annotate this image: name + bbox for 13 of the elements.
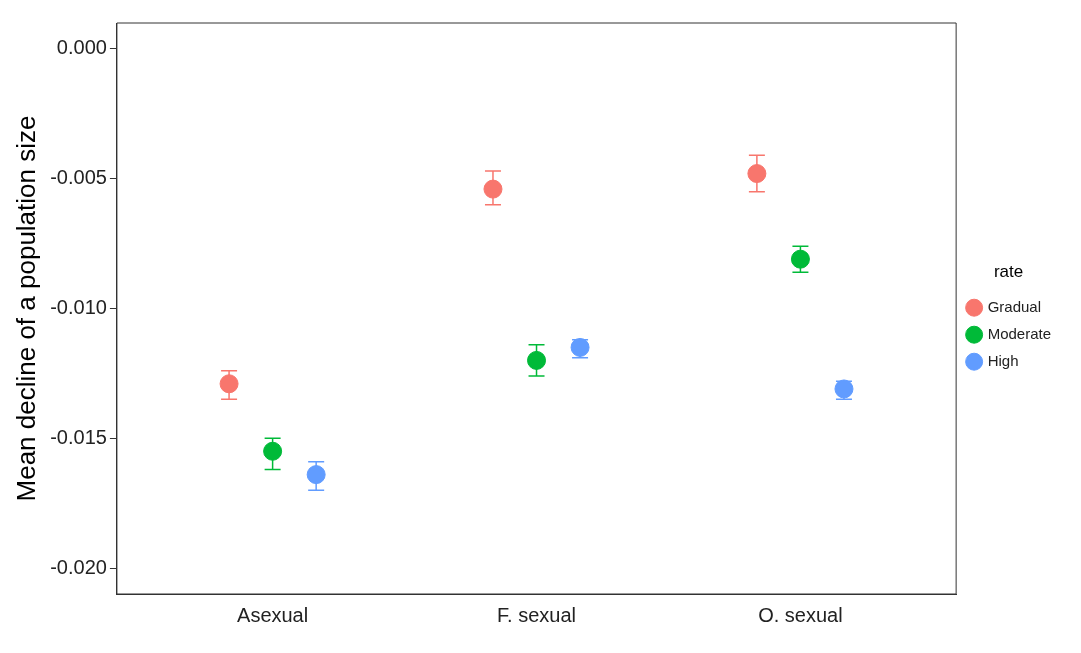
x-tick-label: Asexual bbox=[237, 603, 309, 626]
y-tick-label: 0.000 bbox=[56, 36, 107, 59]
legend-label: High bbox=[987, 351, 1019, 369]
y-tick-label: -0.015 bbox=[50, 425, 107, 448]
y-tick-label: -0.010 bbox=[50, 296, 107, 319]
legend-label: Moderate bbox=[987, 324, 1052, 342]
y-axis-title: Mean decline of a population size bbox=[10, 115, 41, 502]
x-tick-label: F. sexual bbox=[497, 603, 576, 626]
legend-label: Gradual bbox=[987, 297, 1042, 315]
y-tick-label: -0.005 bbox=[50, 166, 107, 189]
y-tick-label: -0.020 bbox=[50, 555, 107, 578]
legend-title: rate bbox=[993, 261, 1024, 281]
x-tick-label: O. sexual bbox=[758, 603, 843, 626]
